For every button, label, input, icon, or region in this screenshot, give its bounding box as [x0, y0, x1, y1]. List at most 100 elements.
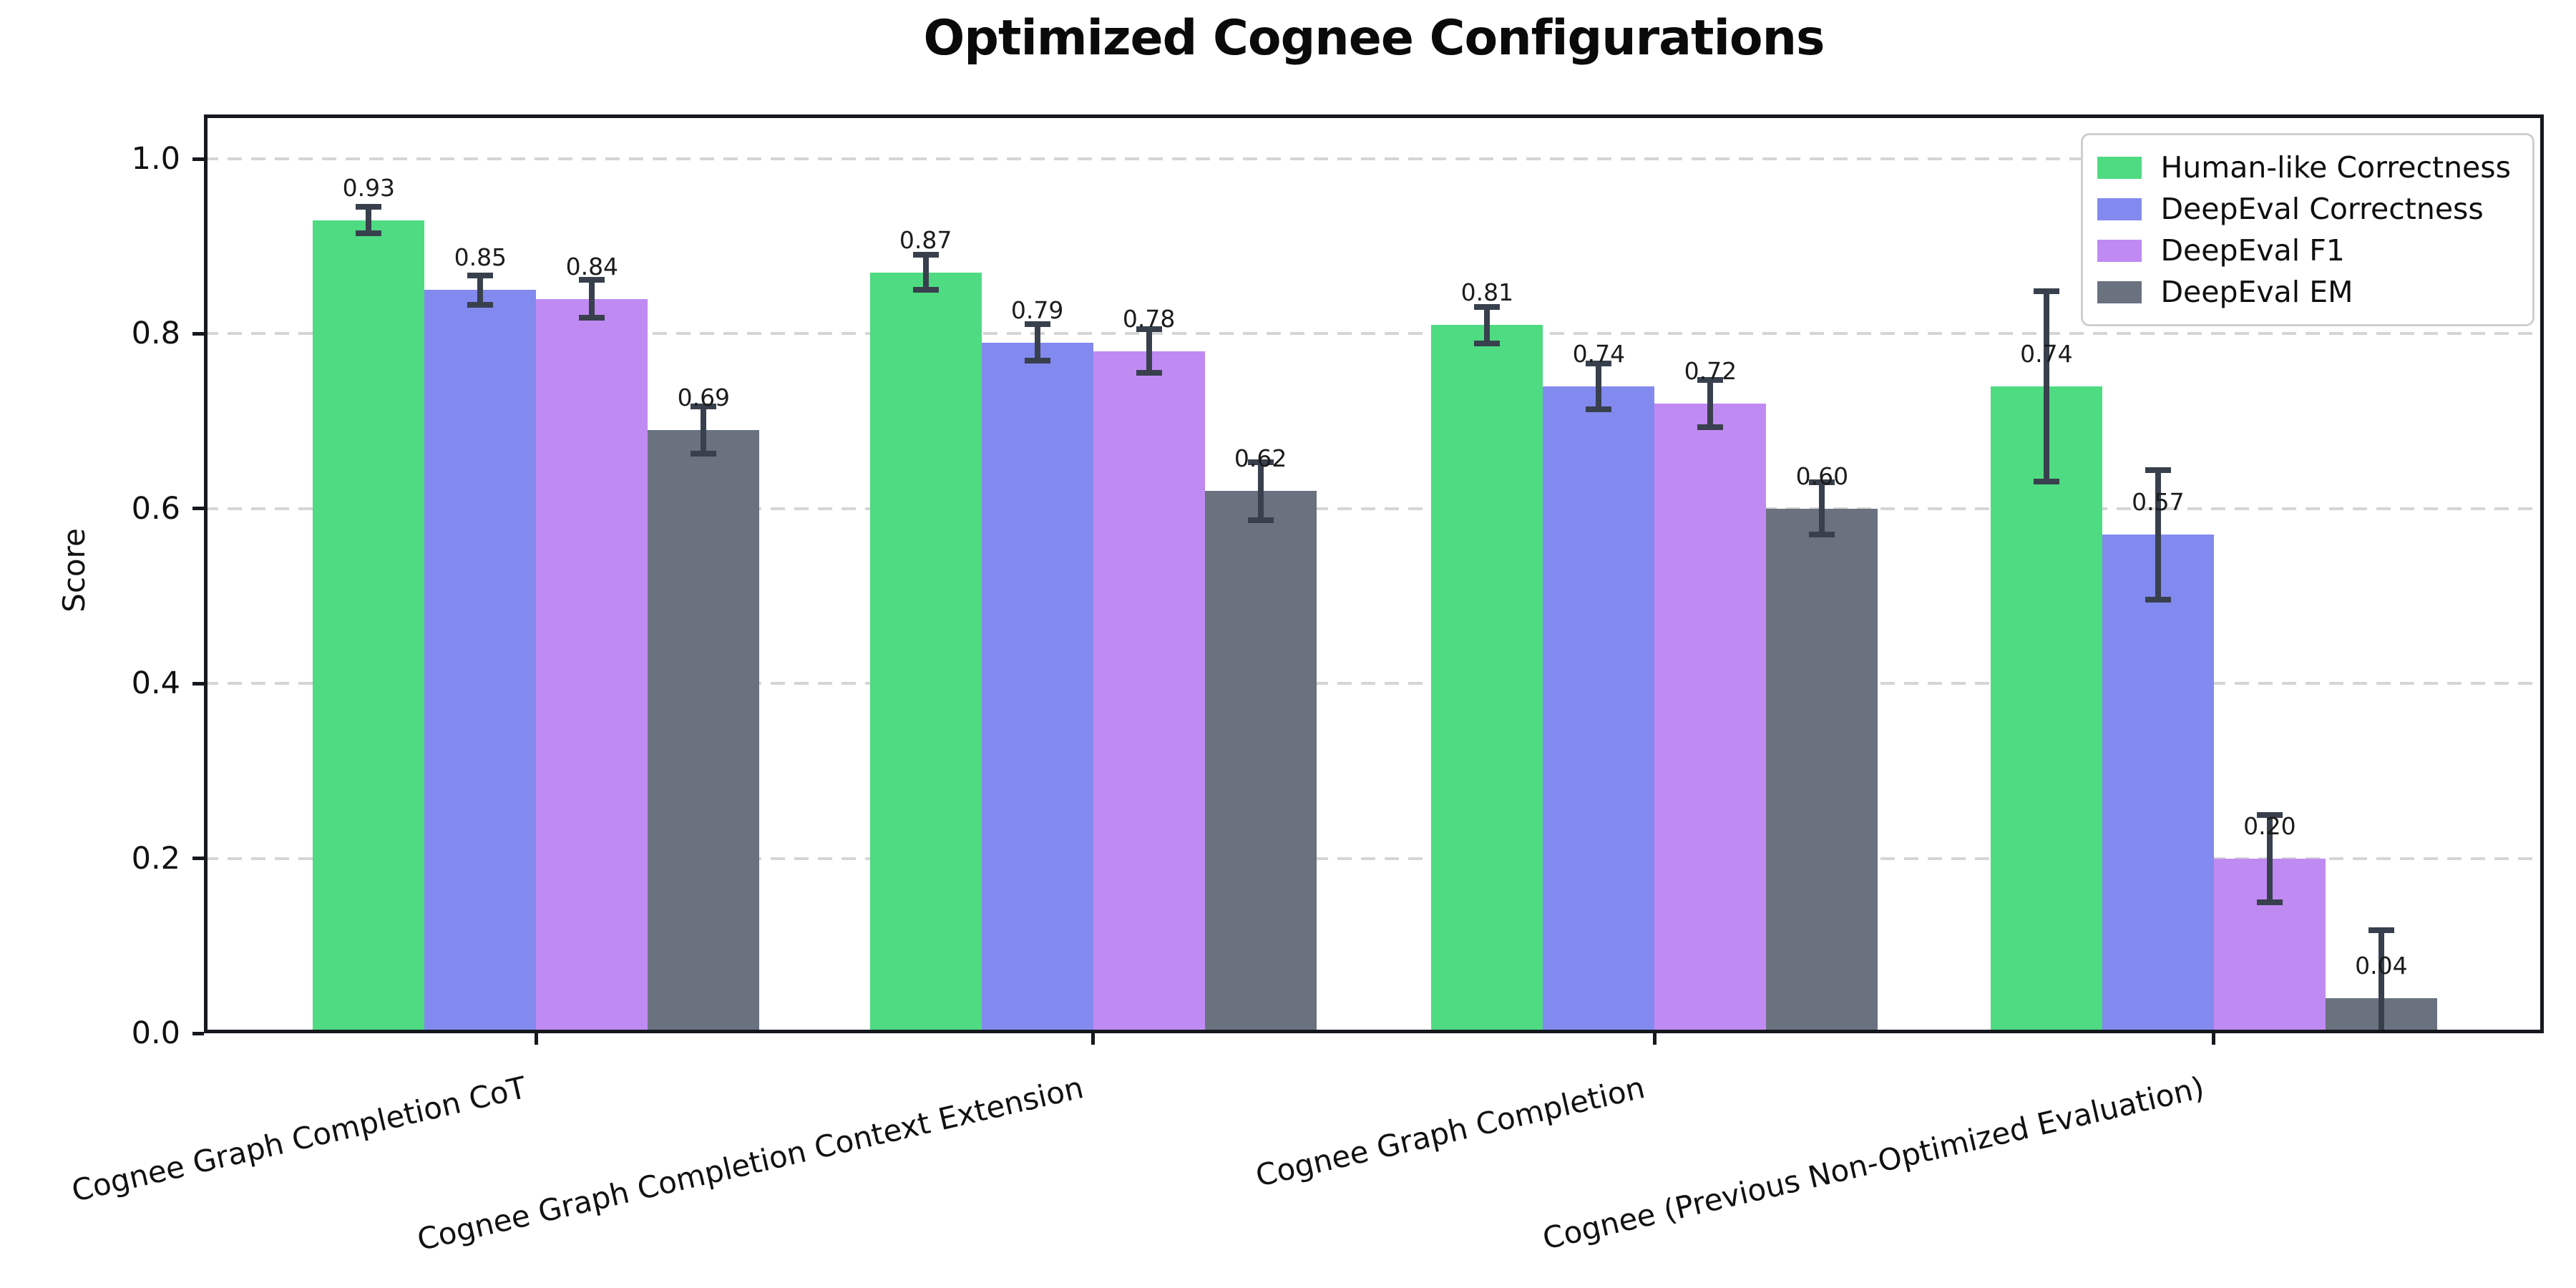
bar [1093, 351, 1205, 1033]
bar [981, 342, 1093, 1033]
bar-value-label: 0.74 [2020, 339, 2073, 368]
bar-value-label: 0.78 [1122, 304, 1176, 333]
error-bar-cap-bottom [691, 450, 717, 457]
error-bar [2043, 291, 2049, 482]
error-bar-cap-top [1136, 326, 1162, 333]
legend-item: DeepEval EM [2097, 271, 2511, 313]
error-bar-cap-top [2145, 467, 2171, 474]
legend: Human-like Correctness DeepEval Correctne… [2081, 133, 2534, 326]
bar-value-label: 0.69 [677, 383, 731, 411]
bar [1431, 325, 1543, 1033]
bar-value-label: 0.57 [2132, 488, 2185, 517]
bar-value-label: 0.20 [2243, 811, 2296, 840]
bar [648, 429, 760, 1033]
error-bar-cap-top [1024, 321, 1050, 327]
bar [536, 298, 648, 1033]
error-bar-cap-top [1809, 479, 1835, 486]
error-bar-cap-bottom [1697, 424, 1724, 431]
error-bar-cap-bottom [1809, 532, 1835, 538]
bar-value-label: 0.79 [1010, 296, 1064, 324]
x-tick-mark [2212, 1033, 2216, 1045]
bar-value-label: 0.81 [1460, 278, 1514, 307]
y-tick-label: 1.0 [131, 141, 180, 177]
error-bar [1146, 329, 1152, 374]
gridline [204, 857, 2544, 860]
legend-label: DeepEval F1 [2160, 233, 2345, 268]
error-bar [589, 279, 595, 318]
gridline [204, 682, 2544, 686]
gridline [204, 157, 2544, 160]
bar [1204, 491, 1317, 1033]
legend-item: Human-like Correctness [2097, 147, 2511, 188]
error-bar-cap-bottom [1586, 406, 1612, 412]
error-bar-cap-top [356, 204, 382, 210]
error-bar-cap-top [912, 252, 939, 258]
bar-value-label: 0.74 [1572, 339, 1626, 368]
error-bar [477, 275, 484, 306]
y-tick-label: 0.8 [131, 316, 180, 352]
error-bar-cap-bottom [579, 315, 605, 321]
error-bar-cap-bottom [2033, 478, 2059, 484]
legend-item: DeepEval Correctness [2097, 188, 2511, 230]
y-tick-mark [192, 1031, 204, 1035]
legend-swatch-icon [2097, 197, 2142, 220]
legend-item: DeepEval F1 [2097, 230, 2511, 271]
y-tick-label: 0.2 [131, 840, 180, 877]
bar [2102, 535, 2214, 1033]
error-bar-cap-bottom [356, 230, 382, 236]
x-tick-mark [1091, 1033, 1096, 1045]
bar-value-label: 0.84 [565, 252, 619, 280]
bar [1654, 404, 1767, 1033]
bar-value-label: 0.87 [899, 225, 952, 254]
x-tick-mark [534, 1033, 538, 1045]
gridline [204, 332, 2544, 336]
error-bar [1819, 482, 1825, 535]
y-tick-mark [192, 157, 204, 161]
y-tick-mark [192, 857, 204, 861]
error-bar-cap-bottom [912, 287, 939, 293]
bar [1990, 386, 2102, 1033]
x-tick-mark [1652, 1033, 1657, 1045]
y-tick-mark [192, 681, 204, 686]
error-bar [2155, 470, 2161, 600]
bar [424, 290, 537, 1033]
axis-spine-bottom [204, 1030, 2544, 1033]
error-bar-cap-bottom [1136, 370, 1162, 376]
error-bar [922, 255, 929, 291]
error-bar-cap-top [2368, 927, 2394, 933]
error-bar-cap-top [467, 272, 494, 278]
bar [313, 220, 425, 1033]
error-bar-cap-top [579, 276, 605, 283]
bar-value-label: 0.62 [1234, 444, 1287, 473]
axis-spine-top [204, 114, 2544, 118]
error-bar [1484, 306, 1491, 343]
error-bar-cap-bottom [1024, 358, 1050, 364]
error-bar [701, 406, 707, 454]
error-bar [1707, 380, 1714, 428]
y-tick-mark [192, 331, 204, 336]
chart-title: Optimized Cognee Configurations [923, 10, 1825, 67]
error-bar-cap-bottom [2145, 596, 2171, 602]
error-bar [2266, 814, 2273, 902]
legend-label: DeepEval EM [2160, 275, 2353, 309]
legend-swatch-icon [2097, 156, 2142, 179]
error-bar-cap-top [1247, 459, 1274, 466]
legend-swatch-icon [2097, 280, 2142, 303]
gridline [204, 507, 2544, 510]
bar [869, 272, 982, 1033]
error-bar [1596, 363, 1602, 409]
error-bar-cap-top [2033, 288, 2059, 294]
y-tick-label: 0.6 [131, 490, 180, 527]
error-bar-cap-top [1474, 303, 1501, 310]
error-bar-cap-top [691, 403, 717, 409]
bar-value-label: 0.85 [454, 243, 507, 272]
y-tick-label: 0.4 [131, 665, 180, 702]
error-bar-cap-bottom [1474, 340, 1501, 346]
axis-spine-left [204, 114, 208, 1033]
legend-label: DeepEval Correctness [2160, 192, 2484, 226]
error-bar-cap-top [2256, 811, 2283, 818]
axis-spine-right [2540, 114, 2544, 1033]
legend-label: Human-like Correctness [2160, 150, 2511, 185]
error-bar [366, 207, 372, 233]
